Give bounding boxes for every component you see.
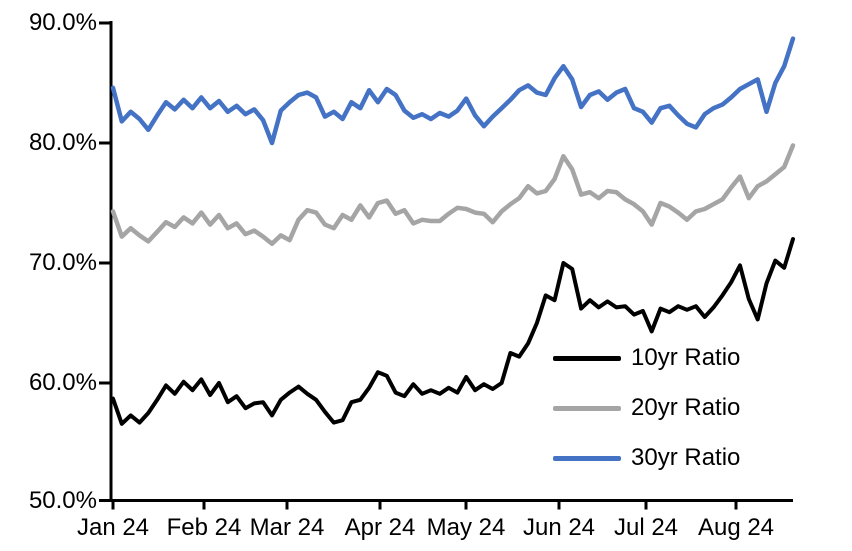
y-tick-label-50: 50.0% (28, 487, 97, 514)
series-line-30yr-ratio (110, 36, 796, 146)
legend-item-10yr: 10yr Ratio (553, 344, 740, 372)
x-tick-label-may: May 24 (426, 514, 506, 541)
y-tick-label-90: 90.0% (28, 9, 97, 36)
x-axis-ticks (111, 500, 738, 510)
legend-swatch-20yr-icon (553, 405, 621, 411)
series-line-20yr-ratio (110, 143, 796, 247)
x-tick-label-jan: Jan 24 (76, 514, 150, 541)
legend-label-20yr: 20yr Ratio (631, 394, 741, 421)
x-tick-label-jul: Jul 24 (613, 514, 679, 541)
series-line-10yr-ratio (111, 237, 795, 426)
legend-item-30yr: 30yr Ratio (553, 444, 740, 472)
x-tick-label-jun: Jun 24 (522, 514, 596, 541)
chart-legend: 10yr Ratio 20yr Ratio 30yr Ratio (553, 344, 740, 494)
y-axis-ticks (99, 21, 111, 502)
y-tick-label-70: 70.0% (28, 249, 97, 276)
x-tick-label-feb: Feb 24 (166, 514, 242, 541)
legend-label-30yr: 30yr Ratio (631, 444, 741, 471)
y-tick-label-80: 80.0% (28, 129, 97, 156)
x-tick-label-mar: Mar 24 (249, 514, 325, 541)
legend-label-10yr: 10yr Ratio (631, 344, 741, 371)
legend-swatch-10yr-icon (553, 355, 621, 361)
legend-swatch-30yr-icon (553, 455, 621, 461)
x-tick-label-apr: Apr 24 (344, 514, 416, 541)
y-tick-label-60: 60.0% (28, 369, 97, 396)
x-tick-label-aug: Aug 24 (697, 514, 775, 541)
legend-item-20yr: 20yr Ratio (553, 394, 740, 422)
